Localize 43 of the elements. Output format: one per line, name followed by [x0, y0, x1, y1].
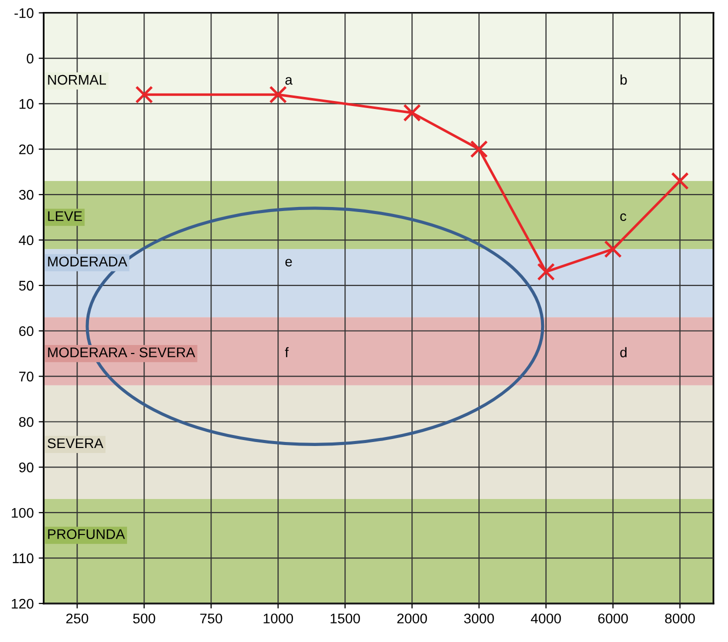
- y-tick-label: 110: [12, 553, 34, 564]
- point: [537, 262, 555, 281]
- y-tick-label: 0: [26, 54, 34, 64]
- annotation: b: [620, 74, 627, 85]
- band-label: PROFUNDA: [48, 529, 125, 540]
- y-tick-label: 90: [19, 462, 34, 472]
- annotation: f: [284, 347, 289, 358]
- y-tick-label: 120: [12, 598, 34, 609]
- x-tick-label: 6000: [598, 614, 628, 624]
- point: [269, 86, 287, 104]
- band-label: SEVERA: [48, 438, 104, 448]
- annotation: a: [285, 77, 293, 85]
- y-tick-label: 30: [19, 190, 34, 200]
- x-tick-label: 8000: [665, 614, 695, 624]
- y-tick-label: 80: [19, 417, 34, 427]
- point: [671, 172, 689, 190]
- x-tick-label: 1000: [264, 614, 294, 624]
- x-tick-label: 250: [66, 614, 88, 624]
- y-tick-label: 40: [18, 235, 34, 246]
- x-tick-label: 1500: [330, 614, 360, 624]
- y-tick-label: 10: [20, 99, 34, 109]
- point: [403, 104, 421, 122]
- y-tick-label: 60: [19, 326, 34, 336]
- annotation: e: [285, 258, 292, 266]
- x-tick-label: 750: [200, 614, 222, 624]
- band-label: NORMAL: [48, 74, 106, 85]
- x-tick-label: 2000: [397, 614, 427, 624]
- y-tick-label: 100: [12, 508, 34, 518]
- y-tick-label: 20: [19, 144, 34, 154]
- point: [135, 86, 154, 104]
- y-tick-label: 50: [19, 280, 34, 291]
- band-label: MODERADA: [48, 256, 128, 266]
- band-label: LEVE: [48, 211, 82, 221]
- annotation: c: [620, 213, 626, 222]
- point: [604, 240, 622, 258]
- x-tick-label: 500: [133, 614, 156, 624]
- y-tick-label: 70: [19, 372, 34, 382]
- band-label: MODERARA - SEVERA: [48, 347, 196, 358]
- y-tick-label: -10: [14, 8, 34, 18]
- point: [470, 140, 488, 158]
- annotation: d: [620, 347, 627, 358]
- x-tick-label: 4000: [530, 614, 561, 624]
- x-tick-label: 3000: [464, 614, 494, 624]
